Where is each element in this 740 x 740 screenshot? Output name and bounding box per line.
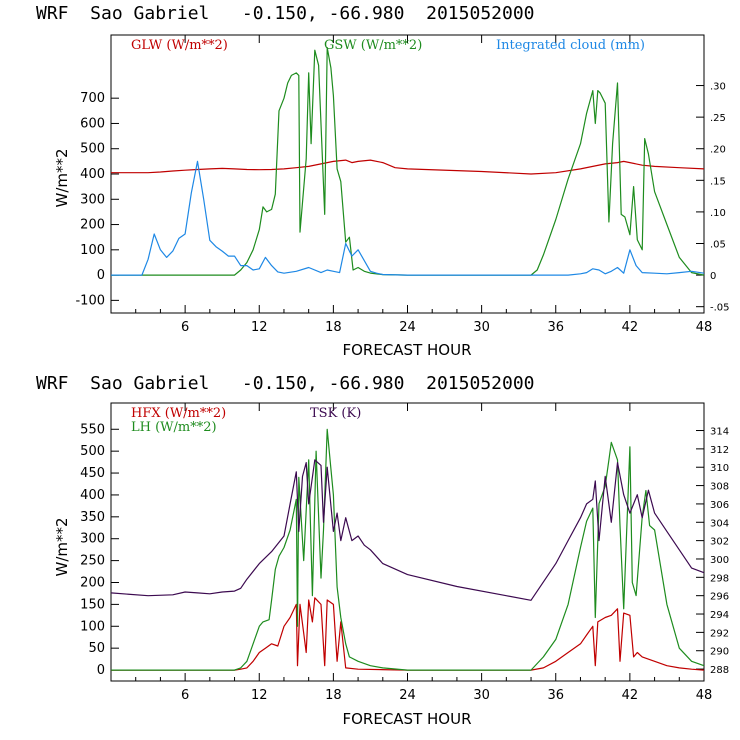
- x-tick-label: 18: [325, 688, 342, 703]
- series-line-0-2: [111, 160, 705, 276]
- legend-hfx: HFX (W/m**2): [131, 406, 226, 421]
- legend-tsk: TSK (K): [310, 406, 361, 421]
- y2-tick-label: .20: [710, 145, 726, 156]
- legend-gsw: GSW (W/m**2): [324, 38, 422, 53]
- x-tick-label: 36: [547, 688, 564, 703]
- bottom-plot-frame: [110, 402, 705, 682]
- x-tick-label: 48: [696, 320, 713, 335]
- x-tick-label: 6: [181, 688, 189, 703]
- y-tick-label: 300: [80, 192, 105, 207]
- y-tick-label: 0: [97, 663, 105, 678]
- y-tick-label: 100: [80, 619, 105, 634]
- y2-tick-label: 306: [710, 500, 729, 511]
- y-tick-label: 500: [80, 142, 105, 157]
- y2-tick-label: 312: [710, 445, 729, 456]
- y-tick-label: 350: [80, 510, 105, 525]
- x-tick-label: 12: [251, 688, 268, 703]
- y2-tick-label: 302: [710, 537, 729, 548]
- y2-tick-label: 290: [710, 647, 729, 658]
- y2-tick-label: 294: [710, 610, 729, 621]
- y-tick-label: 250: [80, 554, 105, 569]
- top-x-axis-label: FORECAST HOUR: [342, 341, 471, 359]
- y2-tick-label: .15: [710, 176, 726, 187]
- x-tick-label: 6: [181, 320, 189, 335]
- y2-tick-label: .30: [710, 82, 726, 93]
- y-tick-label: 600: [80, 116, 105, 131]
- y2-tick-label: .05: [710, 240, 726, 251]
- series-line-1-0: [111, 597, 705, 671]
- x-tick-label: 42: [622, 688, 639, 703]
- top-y-axis-label: W/m**2: [53, 148, 71, 207]
- y2-tick-label: 304: [710, 518, 729, 529]
- series-line-0-1: [111, 46, 705, 276]
- y-tick-label: 550: [80, 422, 105, 437]
- y2-tick-label: 308: [710, 482, 729, 493]
- x-tick-label: 24: [399, 688, 416, 703]
- series-line-0-0: [111, 159, 705, 175]
- x-tick-label: 18: [325, 320, 342, 335]
- x-tick-label: 42: [622, 320, 639, 335]
- bottom-chart-title: WRF Sao Gabriel -0.150, -66.980 20150520…: [36, 373, 535, 394]
- y-tick-label: 400: [80, 488, 105, 503]
- y-tick-label: 150: [80, 597, 105, 612]
- y2-tick-label: .25: [710, 113, 726, 124]
- legend-glw: GLW (W/m**2): [131, 38, 228, 53]
- y-tick-label: 500: [80, 444, 105, 459]
- legend-cloud: Integrated cloud (mm): [496, 38, 645, 53]
- top-chart: WRF Sao Gabriel -0.150, -66.980 20150520…: [36, 3, 730, 359]
- x-tick-label: 36: [547, 320, 564, 335]
- y-tick-label: 300: [80, 532, 105, 547]
- y2-tick-label: 0: [710, 271, 716, 282]
- x-tick-label: 30: [473, 688, 490, 703]
- y2-tick-label: 288: [710, 665, 729, 676]
- y2-tick-label: -.05: [710, 303, 730, 314]
- series-line-1-2: [110, 459, 705, 601]
- x-tick-label: 12: [251, 320, 268, 335]
- x-tick-label: 30: [473, 320, 490, 335]
- y-tick-label: 50: [88, 641, 105, 656]
- y-tick-label: 700: [80, 91, 105, 106]
- y2-tick-label: 298: [710, 573, 729, 584]
- y-tick-label: 200: [80, 218, 105, 233]
- bottom-x-axis-label: FORECAST HOUR: [342, 710, 471, 728]
- y-tick-label: 100: [80, 243, 105, 258]
- bottom-y-axis-label: W/m**2: [53, 517, 71, 576]
- legend-lh: LH (W/m**2): [131, 420, 217, 435]
- y2-tick-label: .10: [710, 208, 726, 219]
- y2-tick-label: 300: [710, 555, 729, 566]
- y-tick-label: 0: [97, 268, 105, 283]
- bottom-chart: WRF Sao Gabriel -0.150, -66.980 20150520…: [36, 373, 729, 728]
- series-line-1-1: [111, 428, 705, 671]
- top-chart-title: WRF Sao Gabriel -0.150, -66.980 20150520…: [36, 3, 535, 24]
- y-tick-label: 200: [80, 575, 105, 590]
- y2-tick-label: 296: [710, 592, 729, 603]
- y-tick-label: 450: [80, 466, 105, 481]
- x-tick-label: 48: [696, 688, 713, 703]
- y-tick-label: -100: [75, 293, 105, 308]
- y-tick-label: 400: [80, 167, 105, 182]
- y2-tick-label: 314: [710, 427, 729, 438]
- y2-tick-label: 310: [710, 463, 729, 474]
- x-tick-label: 24: [399, 320, 416, 335]
- y2-tick-label: 292: [710, 628, 729, 639]
